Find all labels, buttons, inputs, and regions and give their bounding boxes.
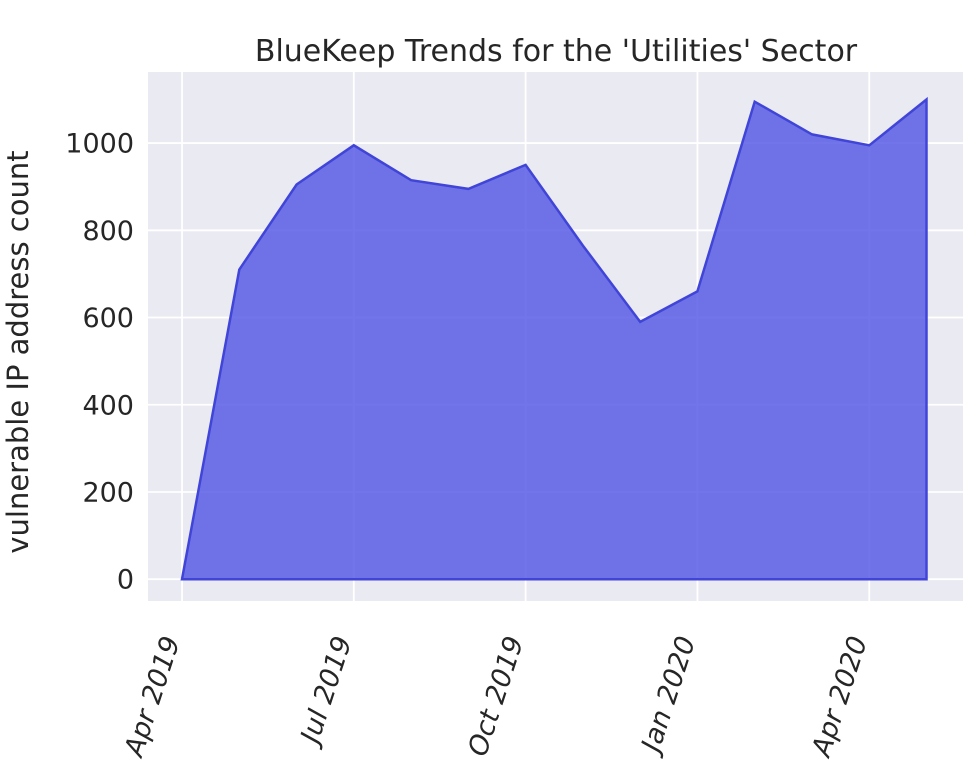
x-tick-label: Oct 2019 <box>462 633 530 760</box>
x-tick-label: Apr 2019 <box>118 633 186 762</box>
y-tick-label: 200 <box>82 477 134 508</box>
chart-title: BlueKeep Trends for the 'Utilities' Sect… <box>255 34 858 69</box>
area-polygon <box>180 96 928 581</box>
y-axis-tick-labels: 0 200 400 600 800 1000 <box>65 129 134 596</box>
y-tick-label: 0 <box>117 565 134 596</box>
x-tick-label: Jan 2020 <box>634 633 702 760</box>
y-tick-label: 1000 <box>65 129 134 160</box>
y-tick-label: 800 <box>82 216 134 247</box>
y-tick-label: 400 <box>82 390 134 421</box>
x-tick-label: Apr 2020 <box>806 633 874 762</box>
x-tick-label: Jul 2019 <box>293 633 358 752</box>
y-tick-label: 600 <box>82 303 134 334</box>
area-series <box>180 96 928 581</box>
y-axis-label: vulnerable IP address count <box>1 150 35 553</box>
x-axis-tick-labels: Apr 2019 Jul 2019 Oct 2019 Jan 2020 Apr 2020 <box>118 633 874 762</box>
